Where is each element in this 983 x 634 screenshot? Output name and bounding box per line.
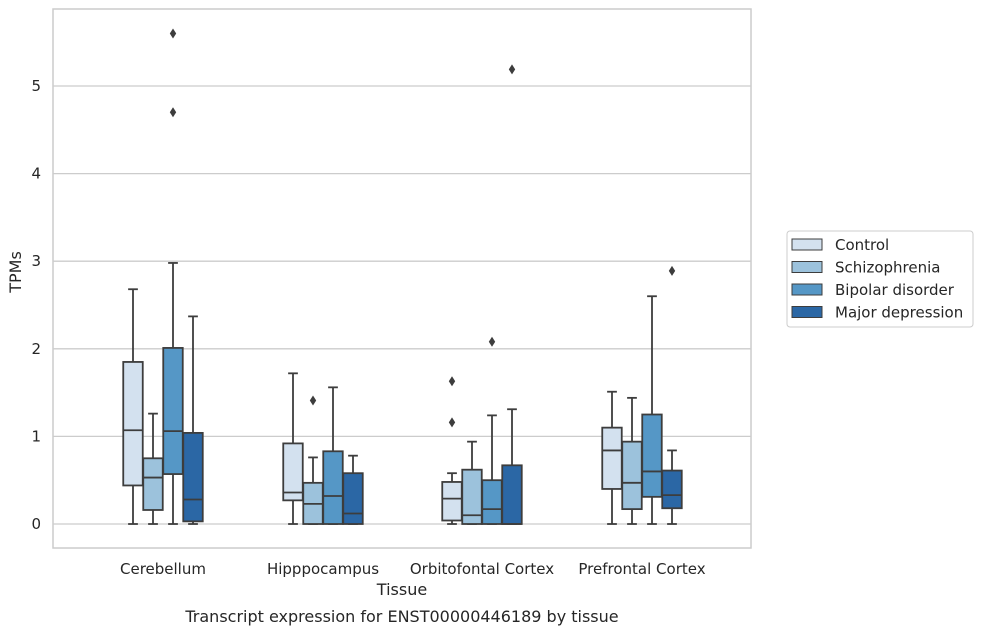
legend-swatch bbox=[791, 261, 823, 273]
box-iqr bbox=[182, 431, 204, 523]
legend-label: Schizophrenia bbox=[835, 259, 940, 277]
box-group bbox=[441, 376, 463, 525]
legend-items: Control Schizophrenia Bipolar disorder Majo… bbox=[791, 236, 963, 322]
legend-swatch bbox=[791, 306, 823, 318]
box-iqr bbox=[322, 450, 344, 525]
legend: Control Schizophrenia Bipolar disorder Majo… bbox=[786, 230, 974, 328]
outlier-point bbox=[488, 336, 496, 347]
plot-frame bbox=[52, 8, 752, 549]
box-group bbox=[142, 412, 164, 525]
y-tick-label: 5 bbox=[31, 77, 41, 95]
box-group bbox=[621, 396, 643, 525]
outlier-point bbox=[448, 376, 456, 387]
y-tick-labels: 0 1 2 3 4 5 bbox=[31, 77, 41, 533]
box-group bbox=[501, 64, 523, 525]
box-group bbox=[641, 295, 663, 525]
box-iqr bbox=[162, 347, 184, 475]
y-tick-label: 4 bbox=[31, 165, 41, 183]
y-axis-title: TPMs bbox=[6, 251, 25, 294]
outlier-point bbox=[309, 395, 317, 406]
box-group bbox=[481, 336, 503, 525]
box-iqr bbox=[621, 440, 643, 511]
outlier-point bbox=[508, 64, 516, 75]
box-group bbox=[302, 395, 324, 525]
box-iqr bbox=[342, 472, 364, 525]
y-tick-label: 3 bbox=[31, 252, 41, 270]
x-tick-label: Orbitofontal Cortex bbox=[410, 560, 554, 578]
x-tick-label: Hipppocampus bbox=[267, 560, 379, 578]
box-iqr bbox=[661, 469, 683, 510]
box-iqr bbox=[282, 442, 304, 502]
legend-swatch bbox=[791, 283, 823, 296]
box-group bbox=[661, 265, 683, 525]
x-axis-title: Tissue bbox=[376, 580, 427, 599]
box-group bbox=[162, 28, 184, 525]
box-group bbox=[601, 390, 623, 525]
legend-label: Control bbox=[835, 236, 889, 254]
x-tick-labels: Cerebellum Hipppocampus Orbitofontal Corte… bbox=[120, 560, 706, 578]
outlier-point bbox=[169, 107, 177, 118]
box-group bbox=[182, 315, 204, 525]
box-group bbox=[342, 454, 364, 525]
legend-frame bbox=[786, 230, 974, 328]
box-group bbox=[461, 440, 483, 525]
box-group bbox=[322, 386, 344, 525]
legend-label: Major depression bbox=[835, 304, 963, 322]
legend-swatch bbox=[791, 238, 823, 251]
y-tick-label: 0 bbox=[31, 515, 41, 533]
box-iqr bbox=[142, 457, 164, 511]
box-iqr bbox=[481, 479, 503, 525]
y-tick-label: 2 bbox=[31, 340, 41, 358]
x-tick-label: Prefrontal Cortex bbox=[578, 560, 705, 578]
legend-label: Bipolar disorder bbox=[835, 281, 955, 299]
outlier-point bbox=[169, 28, 177, 39]
box-iqr bbox=[641, 413, 663, 498]
box-iqr bbox=[441, 481, 463, 522]
y-tick-label: 1 bbox=[31, 427, 41, 445]
x-tick-label: Cerebellum bbox=[120, 560, 206, 578]
box-group bbox=[122, 288, 144, 525]
box-iqr bbox=[122, 361, 144, 487]
outlier-point bbox=[448, 417, 456, 428]
chart-caption: Transcript expression for ENST0000044618… bbox=[184, 607, 618, 626]
box-iqr bbox=[501, 464, 523, 525]
outlier-point bbox=[668, 265, 676, 276]
box-group bbox=[282, 372, 304, 525]
boxes-layer bbox=[122, 28, 683, 525]
box-iqr bbox=[601, 426, 623, 490]
